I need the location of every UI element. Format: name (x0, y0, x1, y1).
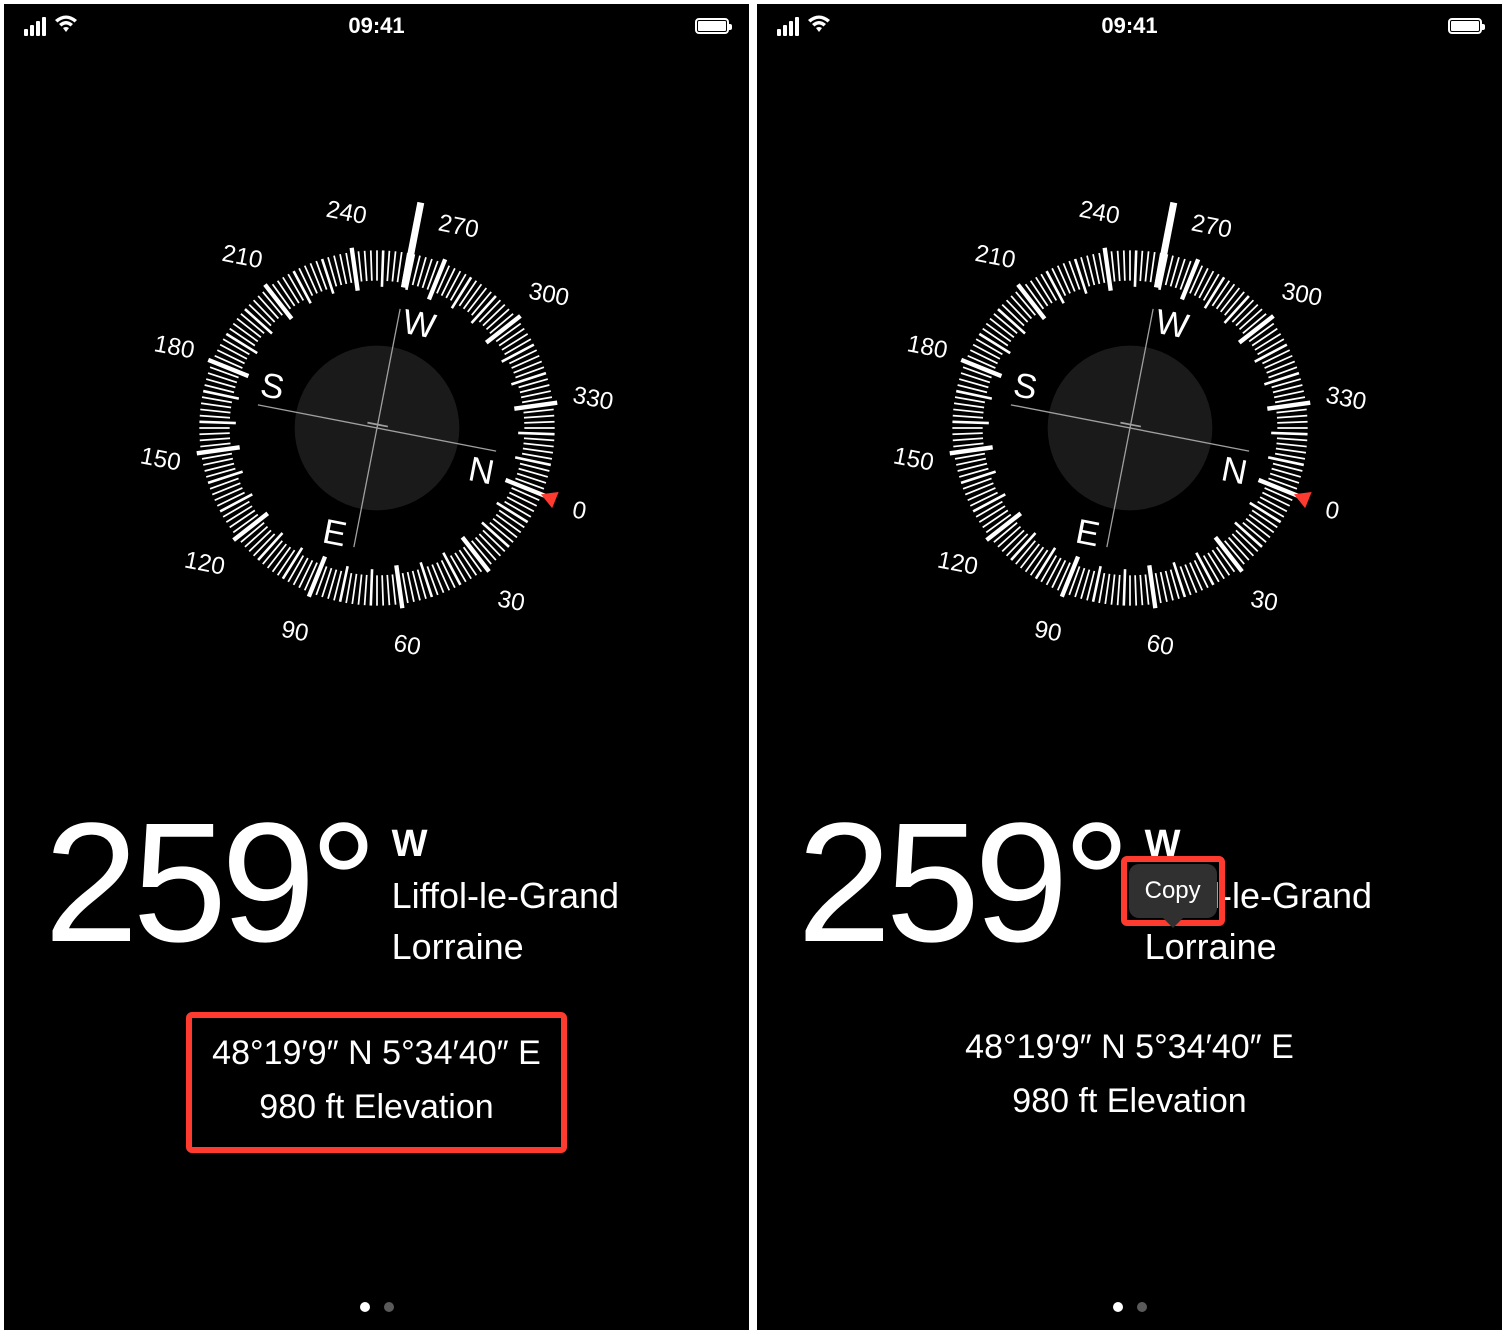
wifi-icon (807, 13, 831, 39)
svg-text:180: 180 (904, 330, 949, 364)
heading-details: W Liffol-le-Grand Lorraine (392, 798, 619, 972)
svg-text:0: 0 (570, 496, 588, 525)
svg-text:270: 270 (1189, 210, 1234, 244)
svg-text:270: 270 (436, 210, 481, 244)
svg-text:120: 120 (182, 546, 227, 580)
status-bar: 09:41 (757, 4, 1502, 48)
svg-text:N: N (1218, 450, 1250, 492)
coordinates-block[interactable]: 48°19′9″ N 5°34′40″ E 980 ft Elevation (945, 1012, 1314, 1141)
heading-degrees: 259° (44, 798, 372, 968)
location-region: Lorraine (1145, 922, 1372, 972)
battery-icon (1448, 18, 1482, 34)
svg-text:W: W (1152, 303, 1192, 347)
heading-readout: 259° W Liffol-le-Grand Lorraine (4, 798, 749, 972)
heading-cardinal: W (392, 818, 619, 871)
location-region: Lorraine (392, 922, 619, 972)
status-left (777, 13, 831, 39)
status-time: 09:41 (348, 13, 404, 39)
svg-text:90: 90 (279, 616, 311, 648)
readout-block: 259° W Liffol-le-Grand Lorraine 48°19′9″… (4, 808, 749, 1330)
battery-icon (695, 18, 729, 34)
svg-text:150: 150 (138, 442, 183, 476)
svg-text:30: 30 (495, 585, 527, 617)
svg-text:90: 90 (1032, 616, 1064, 648)
heading-details: W Liffol-le-Grand Lorraine Copy (1145, 798, 1372, 972)
svg-text:300: 300 (526, 278, 571, 312)
page-dot-2[interactable] (1137, 1302, 1147, 1312)
phone-right: 09:41 0 30 60 90 120 150 180 210 240 270 300 330 N E S… (757, 4, 1502, 1330)
coordinates-block-highlighted[interactable]: 48°19′9″ N 5°34′40″ E 980 ft Elevation (186, 1012, 567, 1153)
page-dot-2[interactable] (384, 1302, 394, 1312)
cellular-signal-icon (24, 17, 46, 36)
compass-dial[interactable]: 0 30 60 90 120 150 180 210 240 270 300 330 N E S W (117, 168, 637, 688)
svg-text:120: 120 (935, 546, 980, 580)
svg-text:S: S (257, 366, 287, 408)
status-right (695, 18, 729, 34)
location-city: Liffol-le-Grand (392, 871, 619, 921)
compass-dial[interactable]: 0 30 60 90 120 150 180 210 240 270 300 330 N E S W (870, 168, 1390, 688)
svg-text:210: 210 (972, 240, 1017, 274)
svg-text:330: 330 (1323, 382, 1368, 416)
page-dot-1[interactable] (1113, 1302, 1123, 1312)
svg-text:150: 150 (891, 442, 936, 476)
svg-text:30: 30 (1248, 585, 1280, 617)
coordinates-text: 48°19′9″ N 5°34′40″ E (965, 1020, 1294, 1074)
phone-left: 09:41 0 30 60 90 120 150 180 210 240 270 300 330 N E S… (4, 4, 749, 1330)
status-time: 09:41 (1101, 13, 1157, 39)
heading-degrees: 259° (797, 798, 1125, 968)
svg-text:N: N (465, 450, 497, 492)
copy-button[interactable]: Copy (1129, 864, 1217, 918)
page-indicator[interactable] (1113, 1302, 1147, 1312)
svg-text:60: 60 (1144, 630, 1176, 662)
page-dot-1[interactable] (360, 1302, 370, 1312)
svg-text:W: W (399, 303, 439, 347)
cellular-signal-icon (777, 17, 799, 36)
coordinates-text: 48°19′9″ N 5°34′40″ E (212, 1026, 541, 1080)
compass-svg: 0 30 60 90 120 150 180 210 240 270 300 330 N E S W (117, 168, 637, 688)
svg-text:E: E (319, 513, 349, 555)
svg-text:E: E (1072, 513, 1102, 555)
heading-readout: 259° W Liffol-le-Grand Lorraine Copy (757, 798, 1502, 972)
svg-text:S: S (1010, 366, 1040, 408)
svg-text:240: 240 (323, 196, 368, 230)
readout-block: 259° W Liffol-le-Grand Lorraine Copy 48°… (757, 808, 1502, 1330)
svg-text:180: 180 (151, 330, 196, 364)
compass-svg: 0 30 60 90 120 150 180 210 240 270 300 330 N E S W (870, 168, 1390, 688)
svg-text:330: 330 (570, 382, 615, 416)
wifi-icon (54, 13, 78, 39)
page-indicator[interactable] (360, 1302, 394, 1312)
status-left (24, 13, 78, 39)
svg-text:210: 210 (219, 240, 264, 274)
svg-text:240: 240 (1076, 196, 1121, 230)
svg-text:60: 60 (391, 630, 423, 662)
copy-popover-highlight: Copy (1121, 856, 1225, 926)
status-right (1448, 18, 1482, 34)
elevation-text: 980 ft Elevation (212, 1080, 541, 1134)
status-bar: 09:41 (4, 4, 749, 48)
svg-text:0: 0 (1323, 496, 1341, 525)
compass-area[interactable]: 0 30 60 90 120 150 180 210 240 270 300 330 N E S W (757, 48, 1502, 808)
svg-text:300: 300 (1279, 278, 1324, 312)
elevation-text: 980 ft Elevation (965, 1074, 1294, 1128)
compass-area[interactable]: 0 30 60 90 120 150 180 210 240 270 300 330 N E S W (4, 48, 749, 808)
